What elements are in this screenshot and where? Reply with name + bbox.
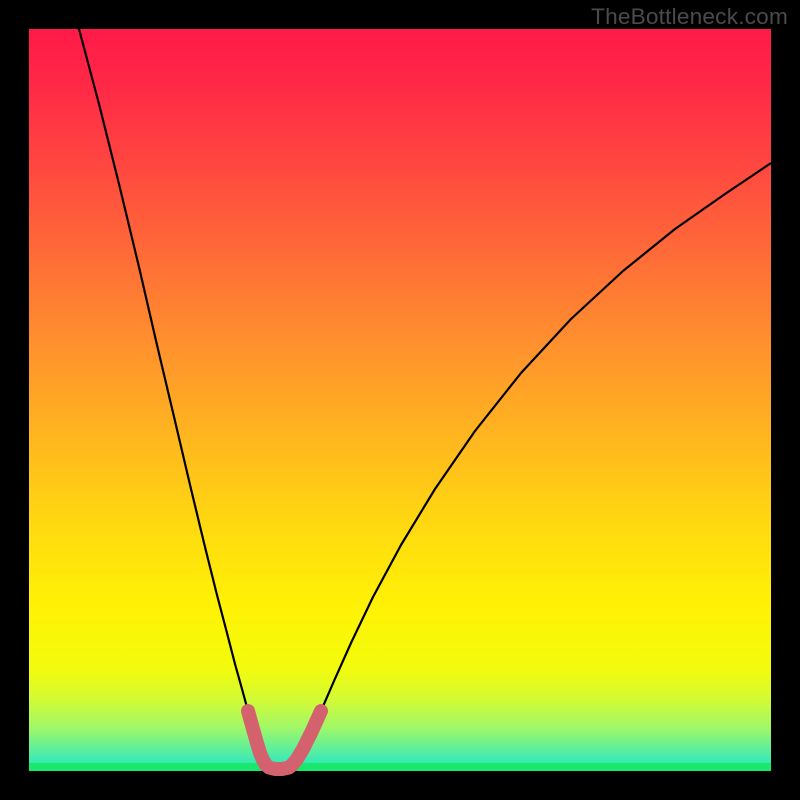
chart-svg — [0, 0, 800, 800]
watermark-text: TheBottleneck.com — [591, 4, 788, 30]
chart-root: TheBottleneck.com — [0, 0, 800, 800]
